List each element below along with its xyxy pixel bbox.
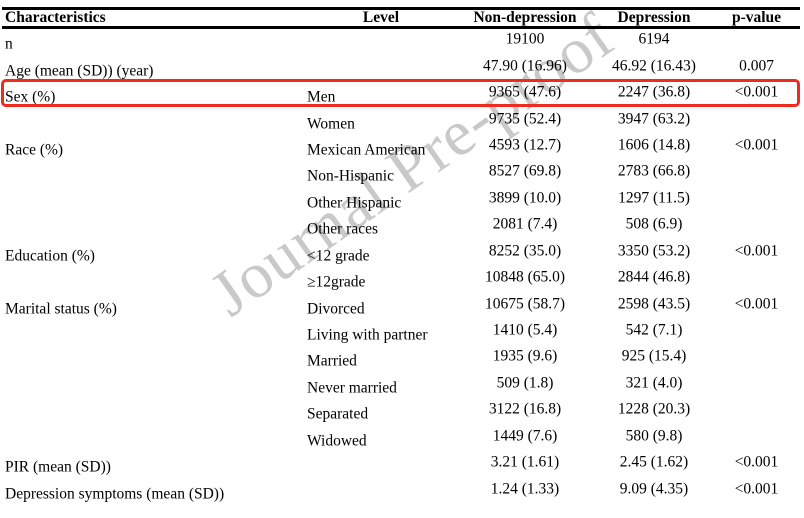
cell-non-depression: 3122 (16.8) [488, 400, 562, 418]
table-top-rule [2, 7, 800, 10]
cell-non-depression: 509 (1.8) [496, 374, 554, 392]
cell-level: <12 grade [307, 247, 370, 265]
cell-depression: 9.09 (4.35) [619, 480, 689, 498]
cell-level: Non-Hispanic [307, 167, 394, 185]
cell-non-depression: 4593 (12.7) [488, 136, 562, 154]
cell-p-value: <0.001 [734, 83, 779, 101]
table-row: ≥12grade 10848 (65.0) 2844 (46.8) [5, 267, 800, 293]
table-row: Living with partner 1410 (5.4) 542 (7.1) [5, 320, 800, 346]
cell-p-value: 0.007 [739, 57, 774, 75]
cell-p-value: <0.001 [734, 295, 779, 313]
table-row: Other races 2081 (7.4) 508 (6.9) [5, 214, 800, 240]
cell-depression: 1228 (20.3) [617, 400, 691, 418]
table-row: n 19100 6194 [5, 29, 800, 55]
table-row: Other Hispanic 3899 (10.0) 1297 (11.5) [5, 188, 800, 214]
cell-non-depression: 1449 (7.6) [492, 427, 558, 445]
cell-non-depression: 1935 (9.6) [492, 347, 558, 365]
cell-level: Living with partner [307, 326, 428, 344]
col-header-non-depression: Non-depression [473, 9, 577, 26]
cell-depression: 3947 (63.2) [617, 110, 691, 128]
cell-depression: 2783 (66.8) [617, 162, 691, 180]
cell-depression: 580 (9.8) [625, 427, 683, 445]
cell-p-value: <0.001 [734, 242, 779, 260]
cell-level: Divorced [307, 300, 365, 318]
cell-non-depression: 2081 (7.4) [492, 215, 558, 233]
table-row: Separated 3122 (16.8) 1228 (20.3) [5, 399, 800, 425]
cell-level: Married [307, 352, 357, 370]
cell-level: Other races [307, 220, 378, 238]
table-row: PIR (mean (SD)) 3.21 (1.61) 2.45 (1.62) … [5, 452, 800, 478]
table-row: Education (%) <12 grade 8252 (35.0) 3350… [5, 241, 800, 267]
cell-non-depression: 8527 (69.8) [488, 162, 562, 180]
cell-level: Widowed [307, 432, 367, 450]
table-row: Married 1935 (9.6) 925 (15.4) [5, 346, 800, 372]
cell-depression: 3350 (53.2) [617, 242, 691, 260]
cell-characteristic: Education (%) [5, 247, 95, 265]
cell-p-value: <0.001 [734, 453, 779, 471]
cell-characteristic: Sex (%) [5, 88, 56, 106]
cell-depression: 2598 (43.5) [617, 295, 691, 313]
cell-characteristic: Race (%) [5, 141, 64, 159]
cell-level: ≥12grade [307, 273, 366, 291]
table-row: Age (mean (SD)) (year) 47.90 (16.96) 46.… [5, 55, 800, 81]
table-row: Never married 509 (1.8) 321 (4.0) [5, 373, 800, 399]
table-row: Depression symptoms (mean (SD)) 1.24 (1.… [5, 478, 800, 504]
cell-non-depression: 1.24 (1.33) [490, 480, 560, 498]
cell-non-depression: 10848 (65.0) [484, 268, 566, 286]
cell-non-depression: 3899 (10.0) [488, 189, 562, 207]
cell-characteristic: Age (mean (SD)) (year) [5, 62, 154, 80]
cell-depression: 2.45 (1.62) [619, 453, 689, 471]
table-row: Non-Hispanic 8527 (69.8) 2783 (66.8) [5, 161, 800, 187]
cell-depression: 925 (15.4) [621, 347, 687, 365]
cell-characteristic: PIR (mean (SD)) [5, 458, 111, 476]
cell-non-depression: 47.90 (16.96) [483, 57, 567, 75]
cell-level: Women [307, 115, 355, 133]
cell-level: Other Hispanic [307, 194, 402, 212]
cell-non-depression: 1410 (5.4) [492, 321, 558, 339]
cell-non-depression: 9365 (47.6) [488, 83, 562, 101]
col-header-depression: Depression [617, 9, 691, 26]
cell-depression: 6194 [638, 30, 670, 48]
cell-p-value: <0.001 [734, 480, 779, 498]
cell-depression: 46.92 (16.43) [612, 57, 696, 75]
table-row: Women 9735 (52.4) 3947 (63.2) [5, 108, 800, 134]
cell-depression: 508 (6.9) [625, 215, 683, 233]
cell-p-value: <0.001 [734, 136, 779, 154]
cell-level: Mexican American [307, 141, 426, 159]
table-row: Sex (%) Men 9365 (47.6) 2247 (36.8) <0.0… [5, 82, 800, 108]
cell-depression: 1606 (14.8) [617, 136, 691, 154]
table-row: Marital status (%) Divorced 10675 (58.7)… [5, 293, 800, 319]
cell-non-depression: 8252 (35.0) [488, 242, 562, 260]
cell-depression: 542 (7.1) [625, 321, 683, 339]
header-bottom-rule [2, 26, 800, 29]
cell-non-depression: 9735 (52.4) [488, 110, 562, 128]
col-header-characteristics: Characteristics [5, 9, 106, 26]
cell-level: Men [307, 88, 336, 106]
cell-non-depression: 3.21 (1.61) [490, 453, 560, 471]
cell-level: Separated [307, 405, 369, 423]
table-row: Widowed 1449 (7.6) 580 (9.8) [5, 426, 800, 452]
cell-level: Never married [307, 379, 397, 397]
cell-depression: 321 (4.0) [625, 374, 683, 392]
cell-non-depression: 19100 [505, 30, 545, 48]
cell-depression: 1297 (11.5) [618, 189, 690, 207]
col-header-p-value: p-value [731, 9, 782, 26]
cell-depression: 2247 (36.8) [617, 83, 691, 101]
cell-characteristic: Marital status (%) [5, 300, 117, 318]
cell-depression: 2844 (46.8) [617, 268, 691, 286]
table-row: Race (%) Mexican American 4593 (12.7) 16… [5, 135, 800, 161]
table-header-row: Characteristics Level Non-depression Dep… [0, 9, 800, 26]
cell-characteristic: n [5, 35, 13, 53]
cell-non-depression: 10675 (58.7) [484, 295, 566, 313]
table-body: n 19100 6194 Age (mean (SD)) (year) 47.9… [0, 29, 800, 505]
cell-characteristic: Depression symptoms (mean (SD)) [5, 485, 225, 503]
col-header-level: Level [362, 9, 400, 26]
